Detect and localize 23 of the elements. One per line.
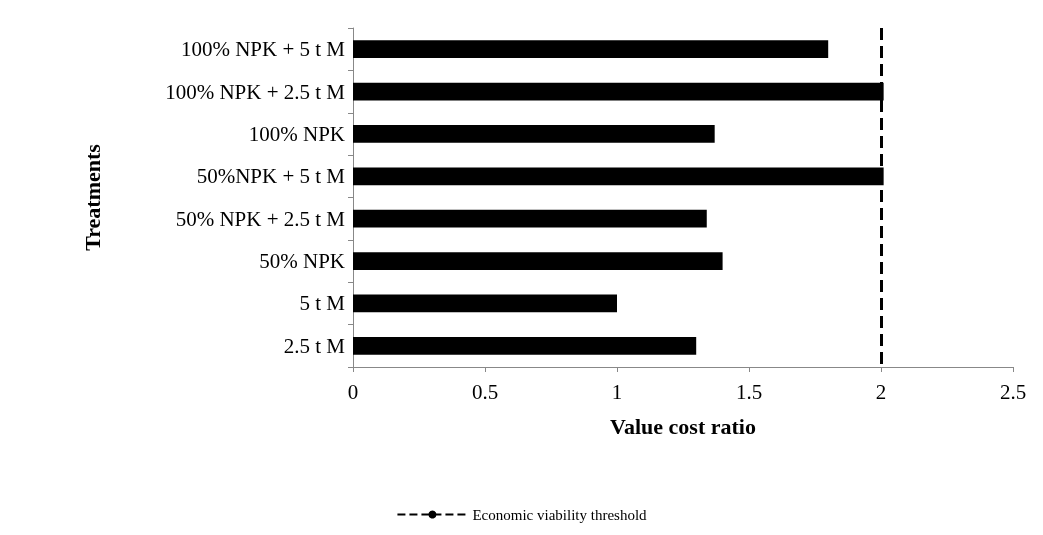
x-tick-label: 2: [875, 379, 887, 404]
y-tick-label: 50% NPK: [259, 249, 345, 274]
x-tick-label: 1: [611, 379, 623, 404]
y-tick-label: 50% NPK + 2.5 t M: [175, 206, 346, 231]
y-axis-title: Treatments: [79, 143, 105, 251]
y-tick-label: 100% NPK + 2.5 t M: [165, 79, 346, 104]
y-tick-label: 2.5 t M: [283, 333, 346, 358]
y-tick-label: 100% NPK + 5 t M: [180, 37, 346, 62]
x-tick-label: 0: [347, 379, 359, 404]
y-tick-label: 100% NPK: [248, 121, 345, 146]
x-tick-label: 1.5: [735, 379, 763, 404]
y-tick-label: 50%NPK + 5 t M: [196, 164, 346, 189]
x-axis-title: Value cost ratio: [610, 413, 756, 439]
bar: [353, 40, 829, 59]
x-tick-label: 0.5: [471, 379, 499, 404]
bar: [353, 252, 723, 270]
bar: [353, 336, 697, 355]
x-tick-label: 2.5: [999, 379, 1027, 404]
bar: [353, 294, 617, 313]
y-tick-label: 5 t M: [299, 291, 346, 316]
legend-label: Economic viability threshold: [472, 506, 648, 523]
bar: [353, 125, 715, 143]
bar: [353, 209, 707, 228]
